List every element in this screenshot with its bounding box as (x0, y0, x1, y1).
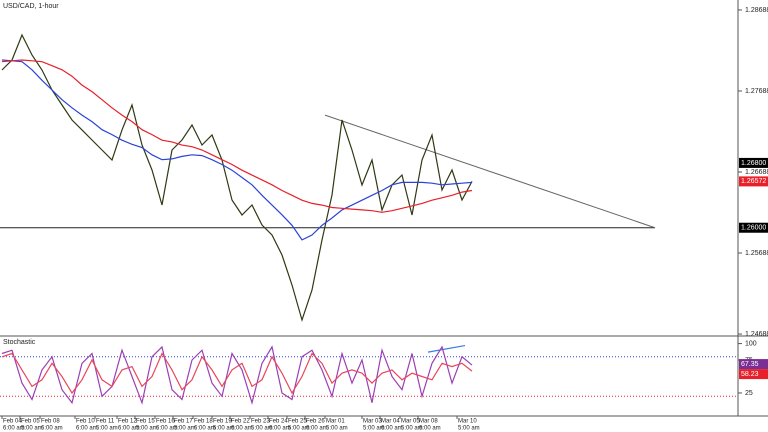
x-tick-time: 6:00 am (306, 426, 328, 432)
series-line (1, 345, 473, 406)
x-tick-label: Feb 12 (118, 419, 137, 425)
x-tick-label: Feb 17 (174, 419, 193, 425)
x-tick-time: 6:00 am (381, 426, 403, 432)
y-tick-label: 25 (745, 390, 753, 397)
price-label: 1.26000 (741, 225, 766, 232)
y-tick-label: 1.27688 (745, 88, 768, 95)
x-tick-time: 5:00 am (458, 426, 480, 432)
price-label: 67.35 (741, 361, 759, 368)
y-tick-label: 1.25688 (745, 250, 768, 257)
price-label-box (739, 369, 768, 380)
price-label: 1.26800 (741, 160, 766, 167)
price-label-box (739, 222, 768, 233)
x-tick-label: Mar 03 (363, 419, 382, 425)
series-line (1, 352, 473, 395)
x-tick-time: 5:00 am (174, 426, 196, 432)
x-tick-label: Feb 18 (194, 419, 213, 425)
x-tick-label: Feb 24 (269, 419, 288, 425)
x-tick-label: Mar 08 (419, 419, 438, 425)
x-tick-time: 6:00 am (269, 426, 291, 432)
price-label: 58.23 (741, 371, 759, 378)
x-tick-label: Feb 16 (156, 419, 175, 425)
x-tick-label: Mar 04 (381, 419, 400, 425)
indicator-title: Stochastic (3, 339, 36, 346)
x-tick-time: 5:00 am (21, 426, 43, 432)
y-tick-label: 1.24688 (745, 331, 768, 338)
x-tick-time: 6:00 am (231, 426, 253, 432)
x-tick-label: Mar 01 (326, 419, 345, 425)
x-tick-time: 6:00 am (76, 426, 98, 432)
x-tick-label: Feb 23 (251, 419, 270, 425)
x-tick-time: 5:00 am (326, 426, 348, 432)
x-tick-time: 5:00 am (401, 426, 423, 432)
series-line (1, 59, 473, 241)
y-tick-label: 100 (745, 340, 757, 347)
x-tick-label: Feb 10 (76, 419, 95, 425)
price-label-box (739, 157, 768, 168)
x-tick-label: Feb 15 (136, 419, 155, 425)
x-tick-time: 5:00 am (96, 426, 118, 432)
price-label-box (739, 359, 768, 370)
trend-line (324, 114, 656, 229)
divergence-line (427, 344, 466, 353)
price-label: 1.26572 (741, 178, 766, 185)
x-tick-label: Feb 11 (96, 419, 115, 425)
y-tick-label: 1.28688 (745, 7, 768, 14)
x-tick-time: 5:00 am (363, 426, 385, 432)
y-tick-label: 1.26688 (745, 169, 768, 176)
series-line (1, 33, 473, 323)
x-tick-time: 6:00 am (419, 426, 441, 432)
x-tick-time: 6:00 am (3, 426, 25, 432)
x-tick-time: 5:00 am (251, 426, 273, 432)
x-tick-time: 5:00 am (213, 426, 235, 432)
x-tick-time: 6:00 am (194, 426, 216, 432)
price-label-box (739, 176, 768, 187)
x-tick-label: Feb 05 (21, 419, 40, 425)
x-tick-label: Mar 10 (458, 419, 477, 425)
x-tick-label: Feb 04 (3, 419, 22, 425)
x-tick-time: 5:00 am (288, 426, 310, 432)
series-line (1, 59, 473, 213)
x-tick-time: 6:00 am (118, 426, 140, 432)
x-tick-time: 6:00 am (156, 426, 178, 432)
x-tick-time: 6:00 am (41, 426, 63, 432)
x-tick-time: 5:00 am (136, 426, 158, 432)
x-tick-label: Feb 19 (213, 419, 232, 425)
x-tick-label: Feb 26 (306, 419, 325, 425)
x-tick-label: Feb 22 (231, 419, 250, 425)
x-tick-label: Feb 25 (288, 419, 307, 425)
x-tick-label: Mar 05 (401, 419, 420, 425)
x-tick-label: Feb 08 (41, 419, 60, 425)
chart-title: USD/CAD, 1-hour (3, 3, 59, 10)
